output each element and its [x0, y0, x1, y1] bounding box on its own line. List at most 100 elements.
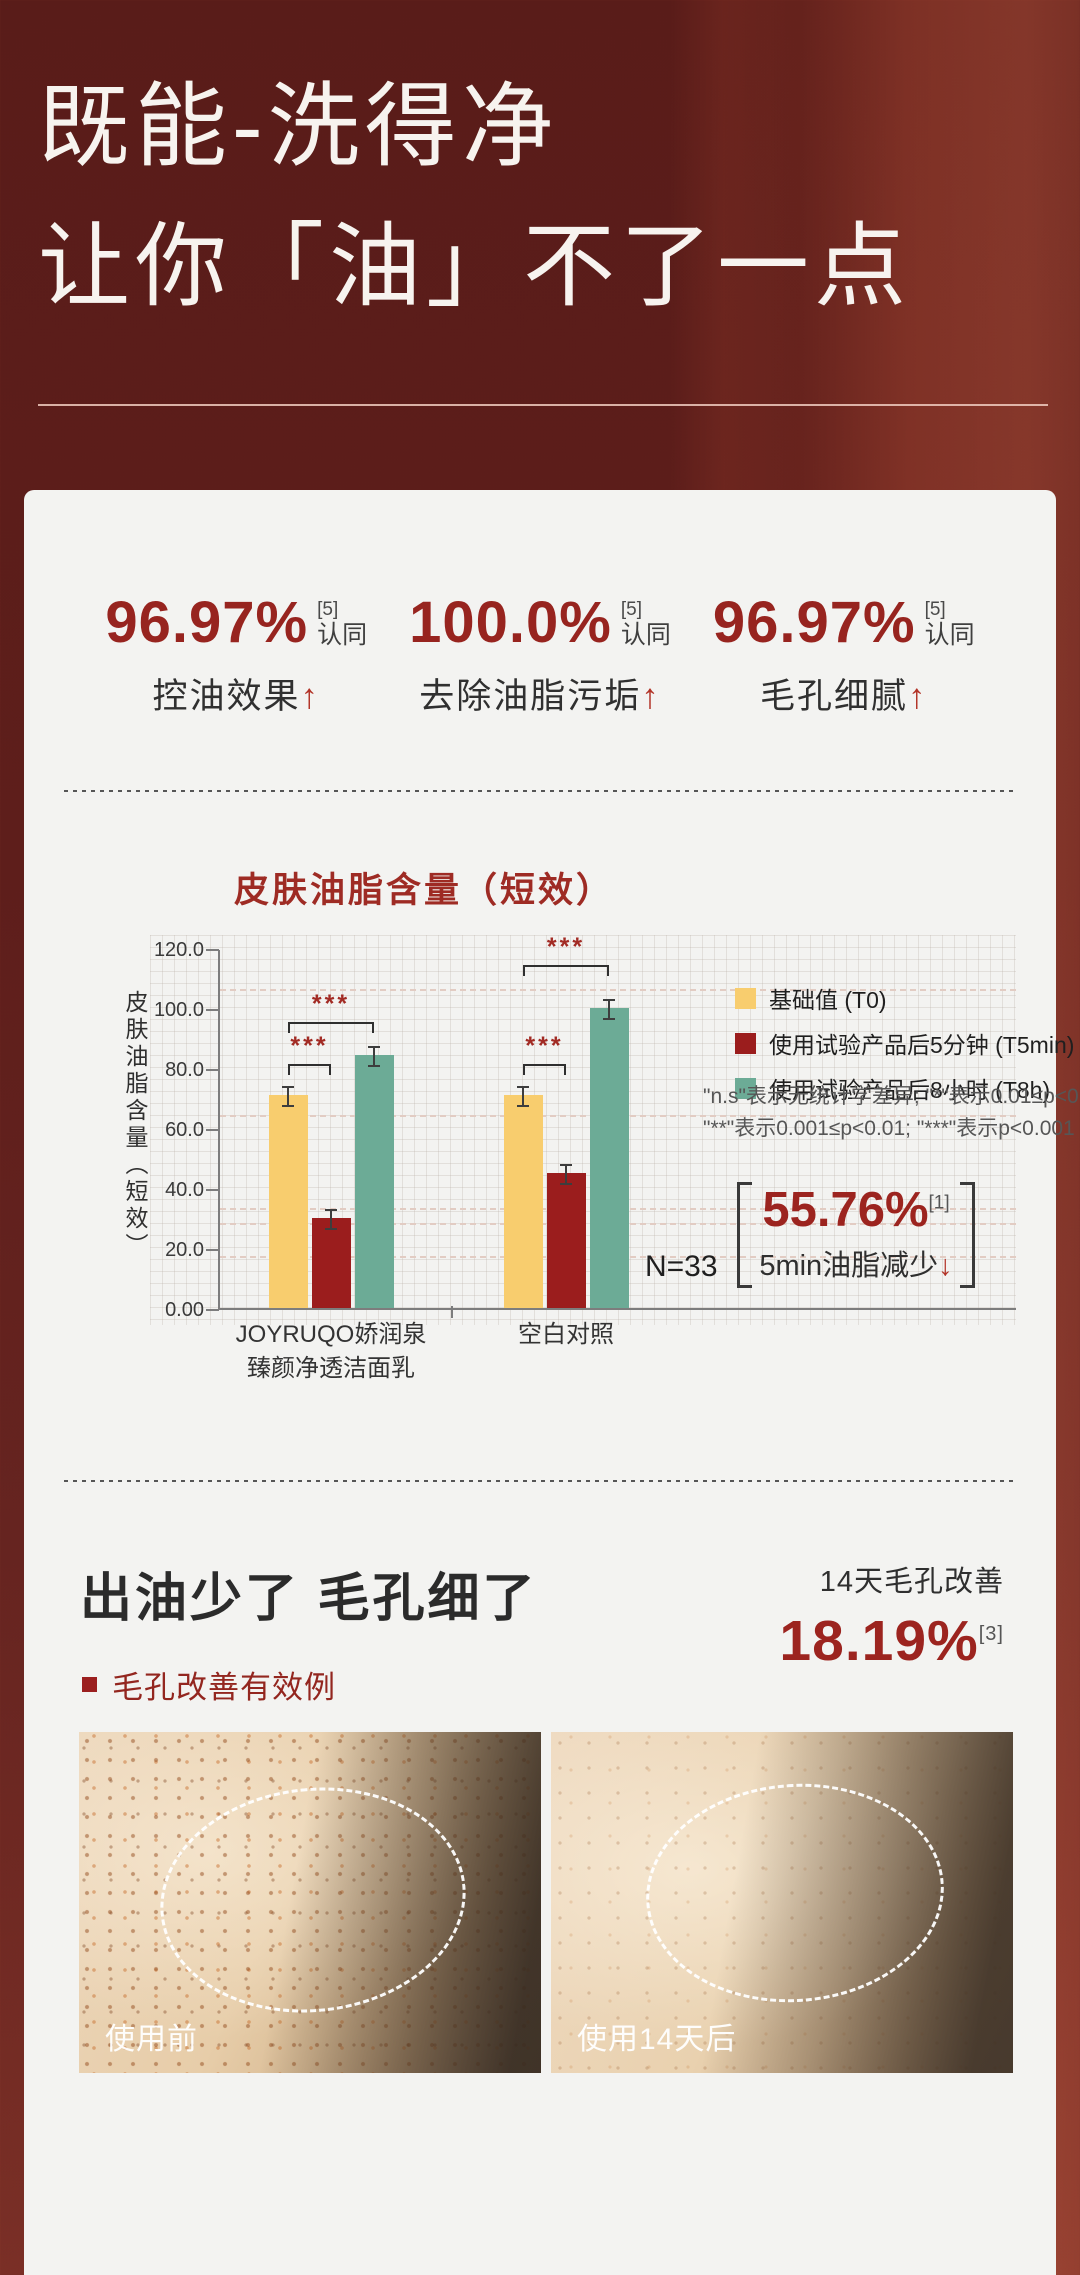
significance-stars: *** [311, 990, 351, 1018]
bullet-label: 毛孔改善有效例 [112, 1670, 336, 1705]
significance-bracket: *** [523, 1032, 566, 1075]
error-bar [517, 1086, 529, 1107]
x-category-label: JOYRUQO娇润泉 臻颜净透洁面乳 [235, 1321, 427, 1382]
stat-agree-label: 认同 [620, 621, 671, 650]
bullet-row: 毛孔改善有效例 [82, 1662, 336, 1707]
error-bar [560, 1164, 572, 1185]
stat-value: 96.97% [712, 590, 916, 655]
up-arrow-icon: ↑ [300, 677, 321, 716]
stat-agree-label: 认同 [317, 621, 368, 650]
header-divider-line [38, 404, 1048, 406]
legend-label: 使用试验产品后5分钟 (T5min) [769, 1032, 1075, 1058]
sample-size-label: N=33 [645, 1250, 718, 1283]
error-bar [368, 1045, 380, 1067]
stat-footnote: [5] [924, 599, 946, 621]
y-tick-mark [206, 949, 219, 951]
significance-stars: *** [546, 933, 586, 961]
dashed-divider [64, 790, 1016, 792]
before-photo: 使用前 [79, 1732, 541, 2073]
dashed-ellipse-marker [149, 1772, 477, 2028]
down-arrow-icon: ↓ [938, 1250, 953, 1282]
highlight-label: 5min油脂减少 [759, 1250, 939, 1282]
note-line: "**"表示0.001≤p<0.01; "***"表示p<0.001 [703, 1116, 1075, 1140]
bar-s0-g1 [503, 1086, 543, 1308]
after-photo: 使用14天后 [551, 1732, 1013, 2073]
y-axis-label: 皮肤油脂含量（短效） [122, 990, 148, 1260]
stat-agree-label: 认同 [924, 621, 975, 650]
approval-stats-row: 96.97% [5] 认同 控油效果↑ 100.0% [5] 认同 去除油脂污垢… [24, 594, 1056, 719]
stat-value: 100.0% [409, 590, 612, 655]
legend-item: 基础值 (T0) [735, 981, 1074, 1015]
chart-title: 皮肤油脂含量（短效） [233, 871, 614, 910]
legend-item: 使用试验产品后5分钟 (T5min) [735, 1026, 1074, 1060]
legend-label: 使用试验产品后8小时 (T8h) [769, 1077, 1051, 1103]
significance-notes: "n.s"表示无统计学差异; "*"表示0.01≤p<0.05; "**"表示0… [703, 1081, 1080, 1144]
significance-bracket: *** [288, 1032, 331, 1075]
bar-s1-g1 [546, 1164, 586, 1308]
legend-swatch [735, 1077, 756, 1099]
hero-title-line2: 让你「油」不了一点 [38, 216, 912, 318]
up-arrow-icon: ↑ [641, 677, 661, 716]
content-card: 96.97% [5] 认同 控油效果↑ 100.0% [5] 认同 去除油脂污垢… [24, 490, 1080, 2275]
after-label: 使用14天后 [577, 2023, 737, 2056]
highlight-value: 55.76% [762, 1183, 929, 1237]
before-label: 使用前 [105, 2023, 198, 2056]
section-heading: 出油少了 毛孔细了 [80, 1570, 538, 1628]
bullet-square-icon [82, 1677, 97, 1692]
y-tick-mark [206, 1129, 219, 1131]
legend-label: 基础值 (T0) [769, 987, 887, 1013]
y-tick-label: 60.0 [165, 1119, 204, 1141]
bar-s1-g0 [311, 1209, 351, 1308]
stat-value: 18.19% [779, 1609, 979, 1673]
error-bar [282, 1086, 294, 1107]
y-tick-label: 80.0 [165, 1059, 204, 1081]
dashed-ellipse-marker [638, 1773, 952, 2013]
y-tick-mark [206, 1309, 219, 1311]
stat-oil-control: 96.97% [5] 认同 控油效果↑ [105, 594, 367, 719]
x-category-label: 空白对照 [518, 1321, 614, 1348]
error-bar [603, 999, 615, 1020]
error-bar [325, 1209, 337, 1230]
x-axis-tick [451, 1306, 453, 1318]
note-line: "n.s"表示无统计学差异; "*"表示0.01≤p<0.05; [703, 1085, 1080, 1108]
stat-pores: 96.97% [5] 认同 毛孔细腻↑ [713, 594, 975, 719]
bar-s0-g0 [268, 1086, 308, 1308]
stat-footnote: [3] [978, 1623, 1004, 1645]
y-tick-label: 120.0 [153, 939, 204, 961]
chart-area: 皮肤油脂含量（短效） 120.0 100.0 80.0 60.0 40.0 20.0 0.0… [122, 933, 1080, 1382]
y-tick-mark [206, 1189, 219, 1191]
stat-kicker: 14天毛孔改善 [819, 1566, 1004, 1598]
stat-degrease: 100.0% [5] 认同 去除油脂污垢↑ [409, 594, 671, 719]
significance-stars: *** [525, 1032, 564, 1060]
stat-label: 毛孔细腻 [759, 677, 908, 716]
y-tick-label: 100.0 [153, 999, 204, 1021]
y-tick-label: 40.0 [165, 1179, 204, 1201]
stat-label: 去除油脂污垢 [419, 677, 642, 716]
bar-s2-g1 [589, 999, 629, 1308]
up-arrow-icon: ↑ [907, 677, 928, 716]
highlight-footnote: [1] [928, 1192, 950, 1214]
bar-s2-g0 [354, 1045, 394, 1308]
y-tick-mark [206, 1249, 219, 1251]
before-after-photos: 使用前 使用14天后 [79, 1732, 1013, 2073]
y-tick-label: 20.0 [165, 1239, 204, 1261]
legend-swatch [735, 987, 756, 1009]
stat-footnote: [5] [317, 599, 339, 621]
legend: 基础值 (T0) 使用试验产品后5分钟 (T5min) 使用试验产品后8小时 (T8… [735, 981, 1074, 1105]
legend-swatch [735, 1032, 756, 1054]
y-tick-mark [206, 1069, 219, 1071]
significance-stars: *** [290, 1032, 329, 1060]
stat-label: 控油效果 [152, 677, 301, 716]
y-tick-label: 0.00 [165, 1299, 204, 1321]
highlight-bracket: 55.76%[1] 5min油脂减少↓ [737, 1182, 975, 1288]
legend-item: 使用试验产品后8小时 (T8h) [735, 1071, 1074, 1105]
chart-plot: 皮肤油脂含量（短效） 120.0 100.0 80.0 60.0 40.0 20.0 0.0… [122, 933, 1016, 1382]
hero-title-line1: 既能-洗得净 [38, 76, 559, 178]
dashed-divider [64, 1480, 1016, 1482]
significance-bracket: *** [523, 933, 609, 976]
reference-dashed-line [220, 989, 1016, 991]
pore-improvement-stat: 14天毛孔改善 18.19%[3] [779, 1558, 1004, 1674]
significance-bracket: *** [288, 990, 374, 1033]
stat-footnote: [5] [620, 599, 642, 621]
stat-value: 96.97% [105, 590, 309, 655]
